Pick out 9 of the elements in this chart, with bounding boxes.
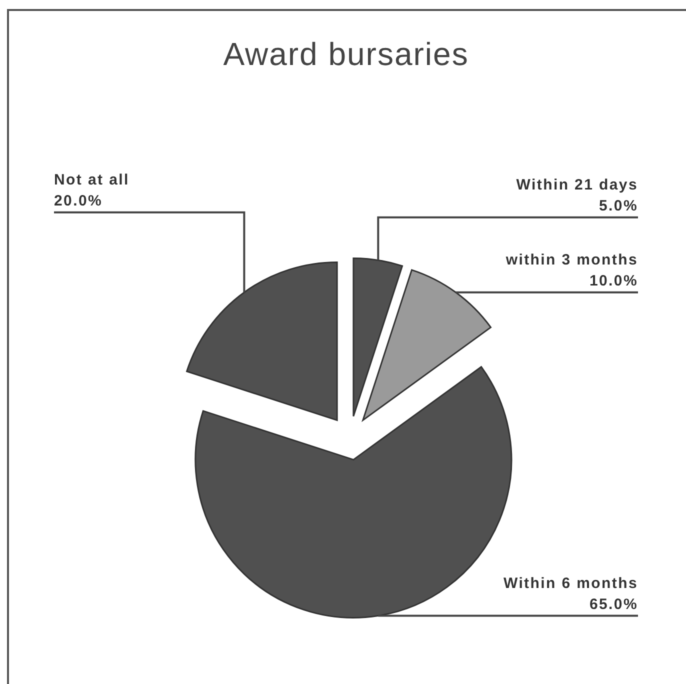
slice-label: Within 21 days <box>516 176 638 194</box>
chart-title: Award bursaries <box>223 36 469 72</box>
slice-label: Not at all <box>54 171 130 188</box>
data-label: 20.0% <box>54 192 103 210</box>
slice-label: Within 6 months <box>503 574 638 592</box>
data-label: 5.0% <box>599 197 638 214</box>
data-label: 65.0% <box>589 596 638 613</box>
slice-label: within 3 months <box>504 251 638 268</box>
data-label: 10.0% <box>589 272 638 290</box>
